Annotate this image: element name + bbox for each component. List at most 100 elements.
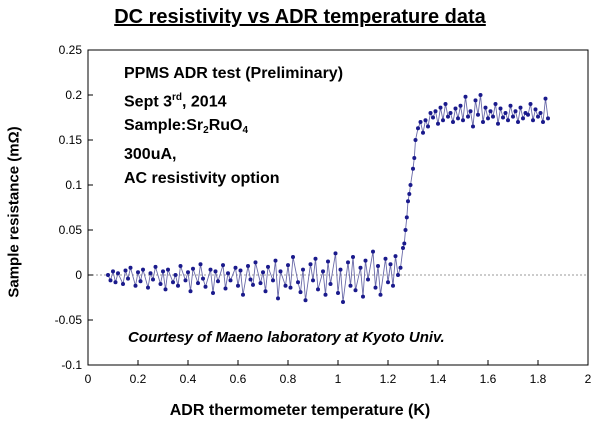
data-point — [333, 251, 338, 256]
y-tick-label: 0.05 — [59, 223, 83, 237]
sample-mid: RuO — [208, 117, 243, 135]
date-superscript: rd — [172, 92, 183, 103]
data-point — [326, 259, 330, 264]
data-point — [491, 114, 495, 119]
data-point — [221, 263, 225, 268]
data-point — [116, 271, 120, 276]
data-point — [158, 282, 163, 286]
data-point — [273, 258, 278, 263]
data-point — [388, 262, 393, 267]
data-point — [511, 114, 515, 119]
data-point — [128, 265, 133, 270]
data-point — [436, 121, 440, 126]
x-axis-label: ADR thermometer temperature (K) — [169, 402, 431, 419]
data-point — [213, 269, 218, 274]
data-point — [448, 111, 453, 115]
data-point — [443, 102, 448, 106]
data-point — [133, 283, 138, 288]
y-tick-label: 0.1 — [65, 178, 82, 192]
data-point — [286, 263, 290, 268]
data-point — [358, 265, 363, 270]
data-point — [163, 287, 168, 292]
data-point — [288, 285, 293, 290]
data-point — [233, 265, 238, 270]
data-points — [106, 93, 550, 304]
data-point — [241, 292, 245, 297]
data-point — [183, 278, 188, 283]
x-tick-label: 1.8 — [530, 372, 547, 386]
data-point — [431, 115, 435, 120]
data-point — [248, 277, 253, 282]
data-point — [433, 109, 438, 114]
data-point — [376, 264, 380, 268]
chart-title: DC resistivity vs ADR temperature data — [114, 6, 486, 28]
data-point — [276, 296, 280, 301]
data-point — [253, 260, 258, 265]
data-point — [526, 112, 530, 117]
data-point — [541, 120, 545, 124]
data-point — [228, 278, 233, 283]
data-point — [361, 294, 365, 299]
data-point — [451, 120, 455, 124]
data-point — [121, 282, 125, 286]
data-point — [386, 280, 390, 285]
annotation-line-2: Sept 3rd, 2014 — [124, 86, 343, 114]
data-point — [166, 267, 170, 272]
data-point — [348, 283, 353, 288]
data-point — [178, 264, 183, 268]
x-tick-label: 0.6 — [230, 372, 247, 386]
y-tick-label: 0.2 — [65, 88, 82, 102]
data-point — [336, 291, 340, 295]
data-point — [401, 246, 405, 250]
data-point — [108, 278, 113, 283]
data-point — [236, 283, 240, 288]
data-point — [411, 166, 415, 171]
data-point — [338, 267, 343, 272]
data-point — [198, 262, 203, 267]
data-point — [173, 273, 178, 277]
data-point — [363, 258, 368, 263]
data-point — [136, 270, 140, 275]
data-point — [418, 120, 423, 124]
data-point — [403, 228, 408, 232]
data-point — [278, 269, 283, 274]
data-point — [366, 277, 370, 282]
data-point — [476, 112, 480, 117]
data-point — [428, 111, 433, 115]
data-point — [323, 292, 328, 297]
data-point — [488, 109, 493, 114]
data-point — [188, 289, 193, 294]
data-point — [468, 109, 473, 114]
data-point — [186, 270, 190, 275]
sample-subscript-1: 2 — [203, 125, 209, 137]
data-point — [308, 262, 313, 267]
data-point — [543, 96, 548, 101]
x-tick-label: 1 — [335, 372, 342, 386]
x-tick-label: 0.2 — [130, 372, 147, 386]
data-point — [123, 268, 128, 273]
data-point — [456, 116, 460, 121]
data-point — [416, 126, 420, 131]
data-point — [311, 278, 315, 283]
x-tick-label: 1.2 — [380, 372, 397, 386]
data-point — [211, 291, 215, 295]
data-point — [531, 118, 535, 123]
data-point — [351, 255, 355, 259]
data-point — [407, 192, 412, 196]
courtesy-note: Courtesy of Maeno laboratory at Kyoto Un… — [128, 329, 445, 346]
y-tick-label: -0.05 — [55, 313, 83, 327]
data-point — [176, 283, 180, 288]
data-point — [148, 271, 153, 276]
axis-ticks: 0 0.2 0.4 0.6 0.8 1 1.2 1.4 1.6 1.8 2 -0.1 -0.05 0 0.0… — [55, 43, 592, 386]
data-point — [518, 105, 523, 110]
sample-prefix: Sample:Sr — [124, 117, 204, 135]
data-point — [493, 102, 498, 106]
data-point — [223, 286, 228, 291]
data-point — [426, 124, 430, 129]
y-tick-label: 0.25 — [59, 43, 83, 57]
data-point — [303, 298, 308, 303]
data-point — [208, 267, 213, 272]
data-point — [421, 130, 425, 135]
y-tick-label: 0 — [75, 268, 82, 282]
data-point — [496, 121, 500, 126]
